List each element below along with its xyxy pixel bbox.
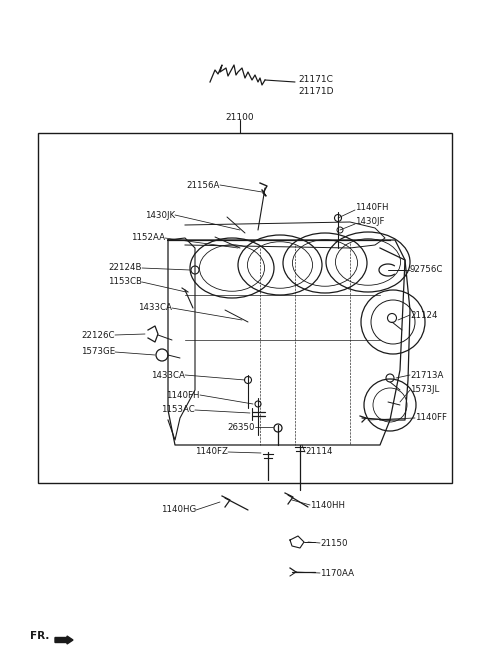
Text: 1573GE: 1573GE bbox=[81, 348, 115, 356]
Text: 1430JK: 1430JK bbox=[145, 211, 175, 220]
Text: 1140FZ: 1140FZ bbox=[195, 447, 228, 457]
Text: 1430JF: 1430JF bbox=[355, 218, 384, 226]
Text: 21124: 21124 bbox=[410, 310, 437, 319]
Text: 21156A: 21156A bbox=[187, 180, 220, 190]
Text: 21171C: 21171C bbox=[298, 75, 333, 83]
Text: 22126C: 22126C bbox=[82, 331, 115, 340]
Text: 1152AA: 1152AA bbox=[131, 234, 165, 243]
Text: 1140HG: 1140HG bbox=[161, 506, 196, 514]
Text: 92756C: 92756C bbox=[410, 266, 444, 274]
Text: 1140FF: 1140FF bbox=[415, 413, 447, 422]
Text: 1153AC: 1153AC bbox=[161, 405, 195, 415]
Text: 21100: 21100 bbox=[226, 112, 254, 121]
Text: 1140FH: 1140FH bbox=[355, 203, 388, 213]
Bar bbox=[38, 133, 452, 483]
Text: 22124B: 22124B bbox=[108, 264, 142, 272]
Text: 1433CA: 1433CA bbox=[151, 371, 185, 380]
Text: 21171D: 21171D bbox=[298, 87, 334, 96]
Text: 1140FH: 1140FH bbox=[167, 390, 200, 400]
Text: 26350: 26350 bbox=[228, 422, 255, 432]
Text: 21114: 21114 bbox=[305, 447, 333, 457]
Text: 1140HH: 1140HH bbox=[310, 501, 345, 510]
Text: 1153CB: 1153CB bbox=[108, 277, 142, 287]
Text: 21713A: 21713A bbox=[410, 371, 444, 380]
Text: FR.: FR. bbox=[30, 631, 49, 641]
Circle shape bbox=[274, 424, 282, 432]
Text: 1170AA: 1170AA bbox=[320, 569, 354, 577]
Text: 1433CA: 1433CA bbox=[138, 304, 172, 312]
Text: 21150: 21150 bbox=[320, 539, 348, 548]
Text: 1573JL: 1573JL bbox=[410, 386, 439, 394]
FancyArrow shape bbox=[55, 636, 73, 644]
